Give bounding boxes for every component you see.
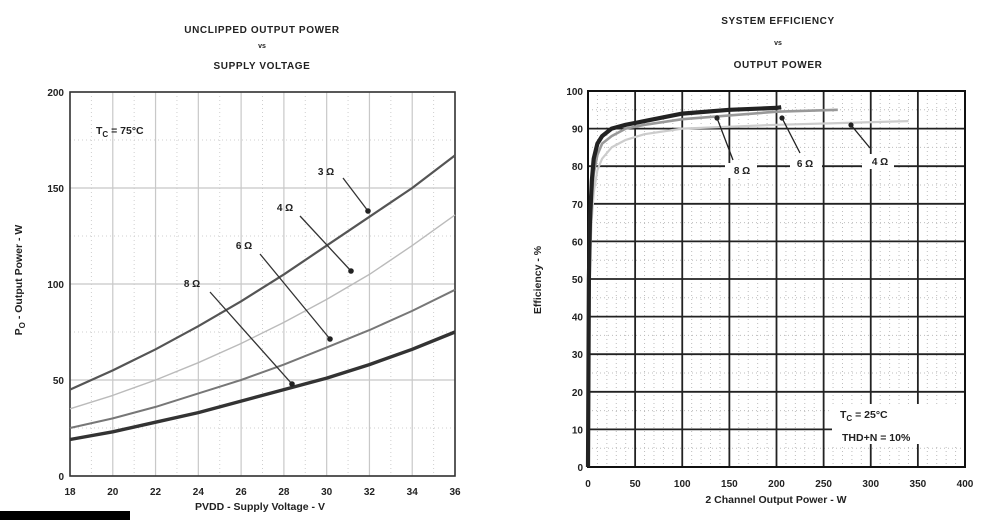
left-x-tick-24: 24 (193, 487, 205, 498)
left-series-label-6: 6 Ω (236, 241, 252, 252)
right-thd-annotation: THD+N = 10% (842, 432, 911, 444)
left-x-tick-28: 28 (278, 487, 290, 498)
right-x-tick-300: 300 (862, 479, 879, 490)
right-x-tick-250: 250 (815, 479, 832, 490)
output-power-chart: UNCLIPPED OUTPUT POWER vs SUPPLY VOLTAGE… (13, 25, 461, 513)
right-x-tick-50: 50 (630, 479, 642, 490)
right-x-tick-150: 150 (721, 479, 738, 490)
right-x-axis-label: 2 Channel Output Power - W (705, 494, 846, 506)
left-leader-tip-4 (348, 268, 354, 274)
right-series-label-4: 4 Ω (872, 157, 888, 168)
left-series-line-8 (69, 330, 456, 442)
efficiency-chart: SYSTEM EFFICIENCY vs OUTPUT POWER 0 50 100… (532, 16, 974, 506)
right-y-tick-50: 50 (572, 275, 584, 286)
left-leader-8 (209, 291, 293, 385)
right-x-tick-200: 200 (768, 479, 785, 490)
left-y-tick-200: 200 (47, 88, 64, 99)
right-y-axis-label: Efficiency - % (532, 245, 544, 314)
left-y-ticks: 0 50 100 150 200 (47, 88, 64, 483)
left-series-label-4: 4 Ω (277, 203, 293, 214)
left-grid (69, 91, 456, 477)
right-series (585, 105, 909, 468)
right-x-tick-100: 100 (674, 479, 691, 490)
left-plot-frame (69, 91, 456, 477)
left-x-axis-label: PVDD - Supply Voltage - V (195, 501, 325, 513)
right-series-labels: 8 Ω 6 Ω 4 Ω (714, 115, 894, 178)
right-y-tick-0: 0 (577, 463, 583, 474)
left-x-tick-34: 34 (407, 487, 419, 498)
right-leader-tip-6 (779, 115, 785, 121)
right-label-bg-4 (862, 154, 894, 169)
right-y-tick-90: 90 (572, 125, 584, 136)
left-x-tick-20: 20 (107, 487, 119, 498)
left-series-labels: 3 Ω 4 Ω 6 Ω 8 Ω (184, 167, 371, 387)
left-y-axis-label: PO - Output Power - W (13, 225, 27, 336)
right-grid (587, 90, 966, 468)
left-leader-4 (299, 215, 352, 272)
left-temperature-annotation: TC = 75°C (96, 125, 144, 139)
left-series-line-4 (69, 214, 456, 410)
right-y-tick-20: 20 (572, 388, 584, 399)
left-leader-tip-8 (289, 381, 295, 387)
right-title-line2: OUTPUT POWER (734, 60, 823, 71)
left-x-tick-22: 22 (150, 487, 162, 498)
left-title-vs: vs (258, 43, 266, 50)
left-x-tick-36: 36 (449, 487, 461, 498)
right-leader-tip-8 (714, 115, 720, 121)
right-series-label-8: 8 Ω (734, 166, 750, 177)
left-x-tick-30: 30 (321, 487, 333, 498)
left-series-label-3: 3 Ω (318, 167, 334, 178)
left-x-tick-26: 26 (236, 487, 248, 498)
right-y-tick-60: 60 (572, 237, 584, 248)
right-y-tick-40: 40 (572, 313, 584, 324)
cropped-black-bar (0, 511, 130, 520)
right-y-tick-10: 10 (572, 425, 584, 436)
left-title-line1: UNCLIPPED OUTPUT POWER (184, 25, 340, 36)
right-series-line-8 (585, 105, 782, 468)
right-x-tick-350: 350 (910, 479, 927, 490)
right-annotation-box (832, 404, 964, 444)
left-leader-tip-6 (327, 336, 333, 342)
right-x-tick-0: 0 (585, 479, 591, 490)
left-title-line2: SUPPLY VOLTAGE (214, 61, 311, 72)
right-leader-6 (781, 117, 801, 154)
right-title-vs: vs (774, 40, 782, 47)
left-y-tick-150: 150 (47, 184, 64, 195)
left-x-ticks: 18 20 22 24 26 28 30 32 34 36 (64, 487, 461, 498)
left-series (69, 154, 456, 442)
left-y-tick-0: 0 (58, 472, 64, 483)
right-y-tick-30: 30 (572, 350, 584, 361)
right-y-ticks: 0 10 20 30 40 50 60 70 80 90 100 (566, 87, 583, 474)
right-x-ticks: 0 50 100 150 200 250 300 350 400 (585, 479, 974, 490)
left-x-tick-32: 32 (364, 487, 376, 498)
right-y-tick-100: 100 (566, 87, 583, 98)
right-series-label-6: 6 Ω (797, 159, 813, 170)
right-temperature-annotation: TC = 25°C (840, 409, 888, 423)
right-x-tick-400: 400 (957, 479, 974, 490)
left-leader-tip-3 (365, 208, 371, 214)
left-x-tick-18: 18 (64, 487, 76, 498)
left-leader-6 (259, 253, 331, 340)
left-leader-3 (342, 177, 369, 212)
left-series-line-3 (69, 154, 456, 391)
left-series-line-6 (69, 288, 456, 429)
right-leader-4 (850, 124, 871, 149)
left-y-tick-50: 50 (53, 376, 65, 387)
right-leader-8 (716, 117, 734, 161)
right-label-bg-6 (790, 156, 822, 171)
right-y-tick-80: 80 (572, 162, 584, 173)
right-y-tick-70: 70 (572, 200, 584, 211)
right-label-bg-8 (725, 163, 757, 178)
left-y-tick-100: 100 (47, 280, 64, 291)
right-title-line1: SYSTEM EFFICIENCY (721, 16, 835, 27)
right-leader-tip-4 (848, 122, 854, 128)
left-series-label-8: 8 Ω (184, 279, 200, 290)
